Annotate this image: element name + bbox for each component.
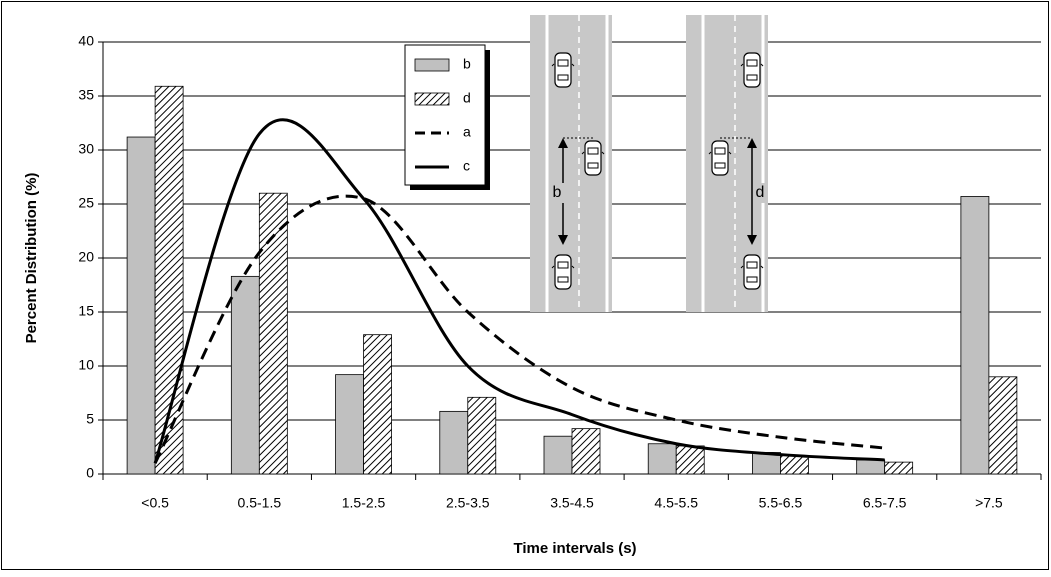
legend-label: c	[463, 158, 470, 174]
y-axis-title: Percent Distribution (%)	[23, 173, 40, 344]
bar	[571, 428, 601, 475]
bar	[780, 455, 809, 475]
bar	[647, 443, 677, 475]
bar	[439, 410, 469, 475]
legend-swatch	[414, 58, 450, 72]
x-tick-label: 3.5-4.5	[550, 495, 594, 511]
x-tick-label: 1.5-2.5	[342, 495, 386, 511]
road-label: d	[756, 184, 765, 201]
y-tick-label: 20	[78, 249, 94, 265]
y-tick-label: 35	[78, 87, 94, 103]
x-tick-label: 5.5-6.5	[759, 495, 803, 511]
legend-label: d	[463, 90, 471, 106]
legend-label: a	[463, 124, 471, 140]
line-series	[153, 118, 885, 464]
x-tick-label: 0.5-1.5	[238, 495, 282, 511]
legend-swatch	[414, 92, 450, 106]
x-tick-label: >7.5	[975, 495, 1003, 511]
road-label: b	[553, 184, 562, 201]
bar	[988, 376, 1018, 475]
x-axis-title: Time intervals (s)	[513, 540, 636, 557]
bar	[258, 192, 288, 475]
y-tick-label: 40	[78, 33, 94, 49]
bar	[675, 445, 705, 475]
y-tick-label: 15	[78, 303, 94, 319]
line-series	[153, 194, 885, 464]
bar	[230, 275, 260, 475]
bar	[884, 461, 914, 475]
x-tick-label: 4.5-5.5	[654, 495, 698, 511]
bar	[363, 334, 392, 475]
road-diagrams: b d	[530, 15, 768, 312]
legend-label: b	[463, 56, 471, 72]
bar	[126, 136, 156, 475]
x-tick-label: 6.5-7.5	[863, 495, 907, 511]
y-tick-label: 5	[86, 411, 94, 427]
bar	[856, 459, 886, 475]
y-tick-label: 10	[78, 357, 94, 373]
y-tick-label: 30	[78, 141, 94, 157]
y-tick-label: 25	[78, 195, 94, 211]
x-tick-label: 2.5-3.5	[446, 495, 490, 511]
y-tick-label: 0	[86, 465, 94, 481]
bar	[467, 396, 497, 475]
x-tick-label: <0.5	[141, 495, 169, 511]
bar	[960, 196, 990, 475]
bar	[543, 435, 573, 475]
bar	[335, 374, 364, 475]
